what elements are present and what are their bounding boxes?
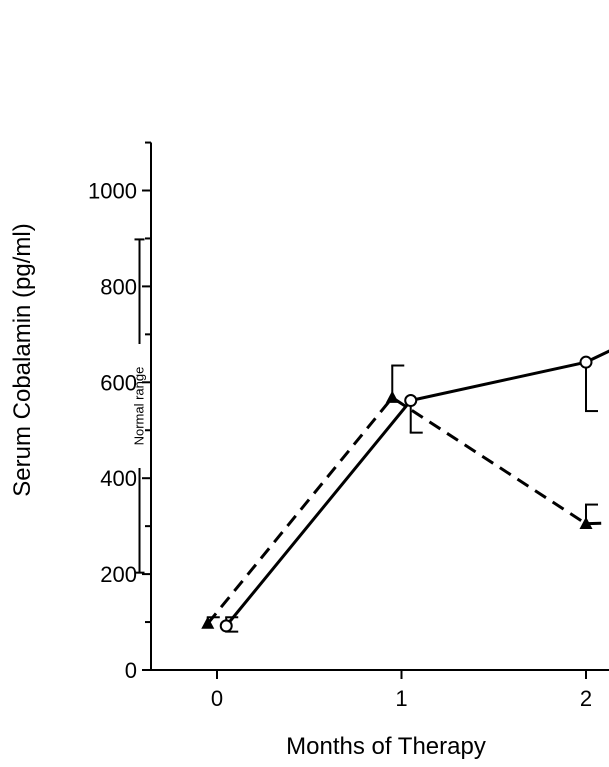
y-tick-label: 1000 xyxy=(88,179,137,204)
series-parenteral-marker xyxy=(579,516,593,530)
x-ticks: 01234 xyxy=(211,670,592,711)
y-tick-label: 0 xyxy=(125,658,137,683)
y-tick-label: 600 xyxy=(100,370,137,395)
series-oral-marker xyxy=(579,355,593,369)
x-tick-label: 0 xyxy=(211,686,223,711)
y-tick-label: 200 xyxy=(100,562,137,587)
series-parenteral-marker xyxy=(385,390,399,403)
series-layer xyxy=(201,349,609,633)
normal-range-bar: Normal range xyxy=(132,238,147,574)
series-oral-marker xyxy=(404,394,418,408)
series-oral-line xyxy=(225,349,609,627)
x-axis-title: Months of Therapy xyxy=(286,733,486,760)
y-ticks: 0 200 400 600 800 1000 xyxy=(88,141,151,683)
y-axis-title: Serum Cobalamin (pg/ml) xyxy=(9,223,36,496)
y-tick-label: 400 xyxy=(100,466,137,491)
series-parenteral xyxy=(201,364,609,629)
series-oral-marker xyxy=(219,619,233,633)
series-oral xyxy=(219,349,609,633)
y-tick-label: 800 xyxy=(100,274,137,299)
series-parenteral-marker xyxy=(201,616,215,629)
series-parenteral-line xyxy=(206,395,609,625)
normal-range-label: Normal range xyxy=(132,367,147,446)
x-tick-label: 1 xyxy=(395,686,407,711)
x-tick-label: 2 xyxy=(580,686,592,711)
